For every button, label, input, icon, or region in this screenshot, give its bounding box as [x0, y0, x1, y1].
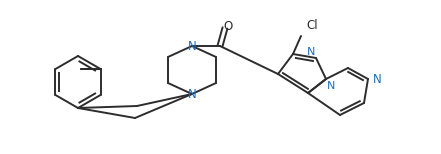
Text: N: N	[187, 87, 196, 101]
Text: N: N	[373, 73, 382, 85]
Text: O: O	[224, 20, 232, 32]
Text: N: N	[306, 47, 315, 57]
Text: Cl: Cl	[306, 19, 318, 32]
Text: N: N	[327, 81, 335, 91]
Text: N: N	[187, 39, 196, 53]
